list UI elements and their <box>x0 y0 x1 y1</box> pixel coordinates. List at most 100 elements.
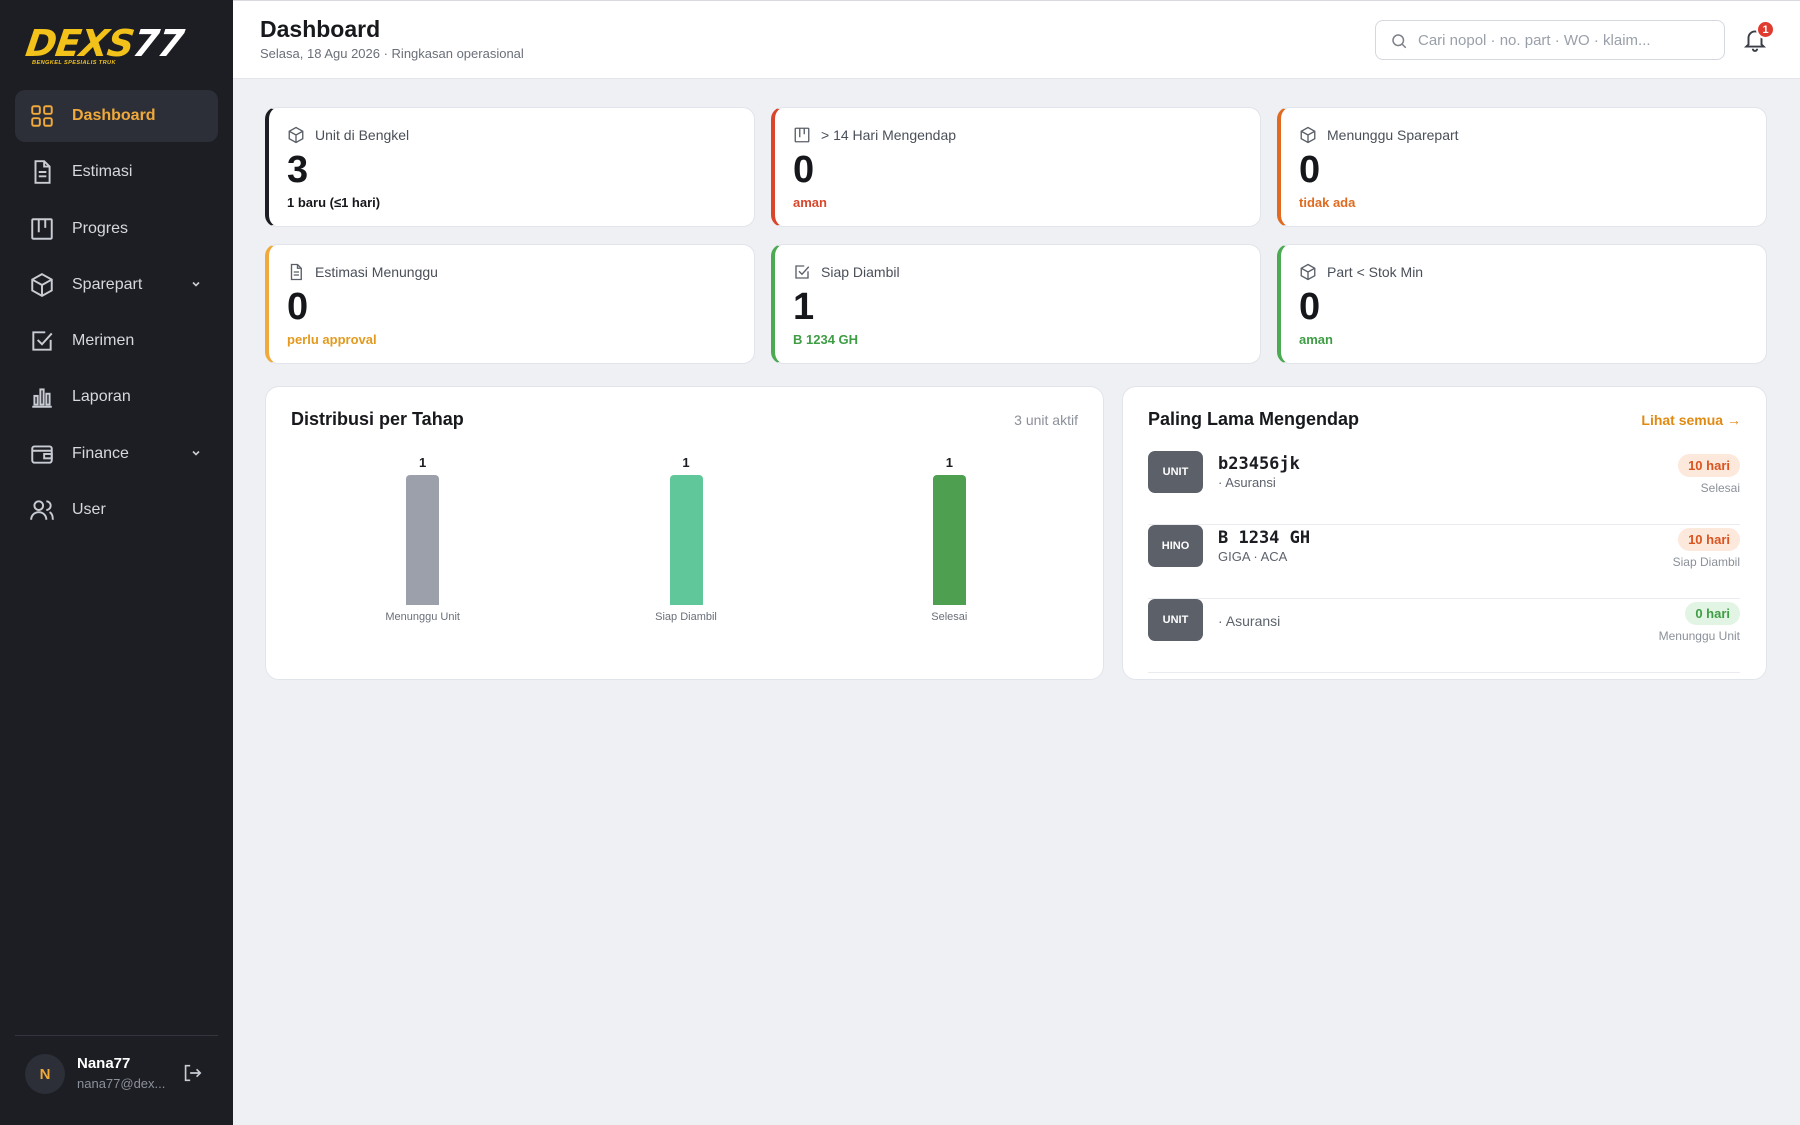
sidebar-item-estimasi[interactable]: Estimasi <box>15 146 218 198</box>
sidebar-item-sparepart[interactable]: Sparepart <box>15 259 218 311</box>
stat-card[interactable]: Siap Diambil 1 B 1234 GH <box>771 244 1261 364</box>
profile-name: Nana77 <box>77 1055 131 1072</box>
chart-bar[interactable] <box>406 475 440 605</box>
stat-value: 1 <box>793 286 815 328</box>
bar-chart-icon <box>29 384 55 410</box>
sidebar-item-label: Laporan <box>72 388 131 406</box>
days-badge: 0 hari <box>1685 602 1740 625</box>
search-icon <box>1392 34 1407 49</box>
avatar[interactable]: N <box>25 1054 65 1094</box>
wallet-icon <box>29 441 55 467</box>
days-badge: 10 hari <box>1678 528 1740 551</box>
brand-badge: UNIT <box>1148 451 1203 493</box>
chart-bar[interactable] <box>669 475 703 605</box>
grid-icon <box>29 103 55 129</box>
profile-email: nana77@dex... <box>77 1076 165 1091</box>
sidebar-item-label: Sparepart <box>72 275 143 293</box>
list-item[interactable]: UNIT · Asuransi 0 hari Menunggu Unit <box>1148 599 1740 673</box>
longest-title: Paling Lama Mengendap <box>1148 409 1360 429</box>
stat-card[interactable]: Menunggu Sparepart 0 tidak ada <box>1277 107 1767 227</box>
stage-label: Siap Diambil <box>1672 555 1740 569</box>
see-all-link[interactable]: Lihat semua → <box>1641 412 1741 428</box>
stat-note: tidak ada <box>1299 195 1356 210</box>
brand-badge: HINO <box>1148 525 1203 567</box>
stat-label: > 14 Hari Mengendap <box>821 127 957 143</box>
kanban-icon <box>29 216 55 242</box>
box-icon <box>1300 263 1316 281</box>
logo-text-number: 77 <box>130 22 186 65</box>
sidebar-item-label: User <box>72 501 106 519</box>
stat-card[interactable]: Unit di Bengkel 3 1 baru (≤1 hari) <box>265 107 755 227</box>
brand-badge: UNIT <box>1148 599 1203 641</box>
logo-text-main: DEXS <box>23 22 137 65</box>
stat-label: Siap Diambil <box>821 264 900 280</box>
plate-number: b23456jk <box>1218 454 1300 474</box>
list-item[interactable]: HINO B 1234 GH GIGA · ACA 10 hari Siap Diamb… <box>1148 525 1740 599</box>
stat-label: Part < Stok Min <box>1327 264 1424 280</box>
checkbox-icon <box>795 265 810 279</box>
notification-badge: 1 <box>1756 20 1775 39</box>
days-badge: 10 hari <box>1678 454 1740 477</box>
unit-description: GIGA · ACA <box>1218 549 1288 564</box>
logout-icon[interactable] <box>181 1062 203 1084</box>
document-icon <box>290 263 302 281</box>
stage-label: Selesai <box>1700 481 1740 495</box>
bar-category-label: Menunggu Unit <box>385 611 460 623</box>
users-icon <box>29 497 55 523</box>
stat-note: B 1234 GH <box>793 332 859 347</box>
page-title: Dashboard <box>260 16 381 42</box>
search-box[interactable] <box>1375 20 1725 60</box>
stat-card[interactable]: Estimasi Menunggu 0 perlu approval <box>265 244 755 364</box>
stage-label: Menunggu Unit <box>1658 629 1740 643</box>
longest-panel: Paling Lama Mengendap Lihat semua → UNIT… <box>1122 386 1767 680</box>
sidebar-item-laporan[interactable]: Laporan <box>15 371 218 423</box>
stat-card[interactable]: Part < Stok Min 0 aman <box>1277 244 1767 364</box>
list-item[interactable]: UNIT b23456jk · Asuransi 10 hari Selesai <box>1148 451 1740 525</box>
bar-value-label: 1 <box>419 455 427 470</box>
bar-category-label: Siap Diambil <box>655 611 717 623</box>
sidebar-item-finance[interactable]: Finance <box>15 428 218 480</box>
sidebar-item-label: Estimasi <box>72 163 133 181</box>
bar-value-label: 1 <box>945 455 953 470</box>
bar-category-label: Selesai <box>931 611 968 623</box>
chevron-down-icon[interactable] <box>190 447 202 459</box>
sidebar-item-user[interactable]: User <box>15 484 218 536</box>
chevron-down-icon[interactable] <box>190 278 202 290</box>
distribution-chart: 1 Menunggu Unit 1 Siap Diambil 1 Selesai <box>291 447 1081 647</box>
stat-note: 1 baru (≤1 hari) <box>287 195 381 210</box>
top-header: Dashboard Selasa, 18 Agu 2026 · Ringkasa… <box>233 0 1800 79</box>
search-input[interactable] <box>1418 29 1713 51</box>
sidebar-item-label: Merimen <box>72 332 135 350</box>
sidebar-item-progres[interactable]: Progres <box>15 203 218 255</box>
stat-value: 0 <box>287 286 309 328</box>
page-subtitle: Selasa, 18 Agu 2026 · Ringkasan operasio… <box>260 46 524 61</box>
distribution-title: Distribusi per Tahap <box>291 409 464 429</box>
box-icon <box>1300 126 1316 144</box>
active-units-count: 3 unit aktif <box>1014 412 1078 428</box>
sidebar-item-label: Progres <box>72 219 129 237</box>
box-icon <box>29 272 55 298</box>
sidebar-item-dashboard[interactable]: Dashboard <box>15 90 218 142</box>
sidebar-item-label: Dashboard <box>72 107 156 124</box>
plate-number: B 1234 GH <box>1218 528 1311 548</box>
document-icon <box>29 159 55 185</box>
logo-tagline: BENGKEL SPESIALIS TRUK <box>32 60 116 66</box>
checkbox-icon <box>29 328 55 354</box>
stat-note: aman <box>793 195 827 210</box>
unit-description: · Asuransi <box>1218 475 1276 490</box>
unit-description: · Asuransi <box>1218 613 1281 629</box>
stat-label: Menunggu Sparepart <box>1327 127 1459 143</box>
kanban-icon <box>794 127 810 143</box>
bar-value-label: 1 <box>682 455 690 470</box>
chart-bar[interactable] <box>932 475 966 605</box>
stat-card[interactable]: > 14 Hari Mengendap 0 aman <box>771 107 1261 227</box>
box-icon <box>288 126 304 144</box>
stat-value: 0 <box>1299 149 1321 191</box>
sidebar-item-label: Finance <box>72 444 129 462</box>
sidebar-nav: Dashboard Estimasi Progres Sparepart <box>15 90 218 540</box>
sidebar-item-merimen[interactable]: Merimen <box>15 315 218 367</box>
distribution-panel: Distribusi per Tahap 3 unit aktif 1 Menun… <box>265 386 1104 680</box>
stat-label: Unit di Bengkel <box>315 127 410 143</box>
sidebar: DEXS77 BENGKEL SPESIALIS TRUK Dashboard … <box>0 0 233 1125</box>
brand-logo[interactable]: DEXS77 BENGKEL SPESIALIS TRUK <box>23 22 210 70</box>
